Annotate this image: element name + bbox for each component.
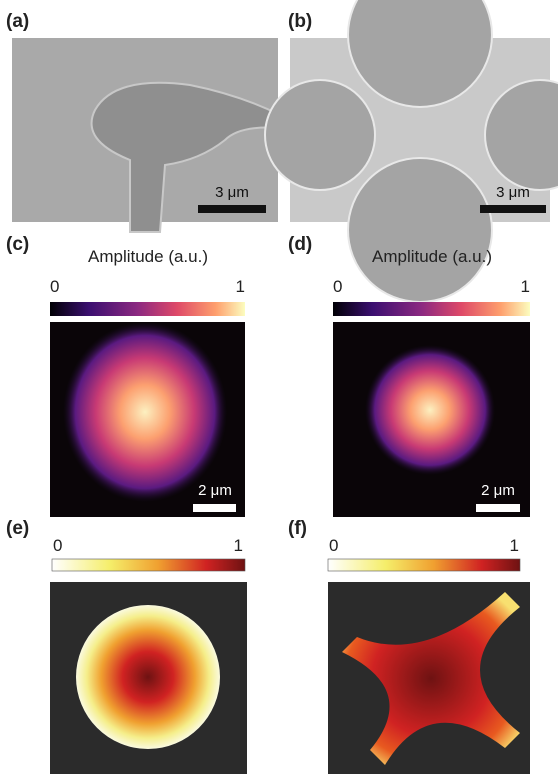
panel-e: (e) 0 1 bbox=[6, 518, 247, 774]
panel-label: (d) bbox=[288, 234, 312, 255]
sem-disc bbox=[265, 80, 375, 190]
scale-bar bbox=[193, 504, 236, 512]
panel-label: (b) bbox=[288, 11, 312, 32]
colorbar-max: 1 bbox=[510, 536, 519, 555]
colorbar bbox=[328, 559, 520, 571]
colorbar-title: Amplitude (a.u.) bbox=[88, 247, 208, 266]
panel-label: (f) bbox=[288, 518, 307, 539]
colorbar bbox=[52, 559, 245, 571]
panel-a: (a) 3 μm bbox=[6, 11, 280, 232]
colorbar-title: Amplitude (a.u.) bbox=[372, 247, 492, 266]
colorbar-min: 0 bbox=[50, 277, 59, 296]
colorbar-min: 0 bbox=[333, 277, 342, 296]
scale-bar-label: 2 μm bbox=[198, 482, 232, 499]
scale-bar-label: 3 μm bbox=[496, 184, 530, 201]
simulation-disk bbox=[76, 605, 220, 749]
panel-label: (e) bbox=[6, 518, 29, 539]
panel-c: (c) Amplitude (a.u.) 0 1 2 μm bbox=[6, 234, 245, 517]
figure: (a) 3 μm (b) 3 μm (c) Amplitude (a.u.) 0… bbox=[0, 0, 558, 774]
colorbar-max: 1 bbox=[521, 277, 530, 296]
panel-f: (f) 0 1 bbox=[288, 518, 530, 774]
colorbar-max: 1 bbox=[236, 277, 245, 296]
colorbar-max: 1 bbox=[234, 536, 243, 555]
panel-label: (c) bbox=[6, 234, 29, 255]
scale-bar-label: 3 μm bbox=[215, 184, 249, 201]
scale-bar bbox=[476, 504, 520, 512]
colorbar bbox=[333, 302, 530, 316]
scale-bar-label: 2 μm bbox=[481, 482, 515, 499]
scale-bar bbox=[198, 205, 266, 213]
sem-disc bbox=[348, 158, 492, 302]
amplitude-spot bbox=[63, 322, 227, 502]
panel-label: (a) bbox=[6, 11, 29, 32]
colorbar-min: 0 bbox=[329, 536, 338, 555]
scale-bar bbox=[480, 205, 546, 213]
colorbar-min: 0 bbox=[53, 536, 62, 555]
colorbar bbox=[50, 302, 245, 316]
